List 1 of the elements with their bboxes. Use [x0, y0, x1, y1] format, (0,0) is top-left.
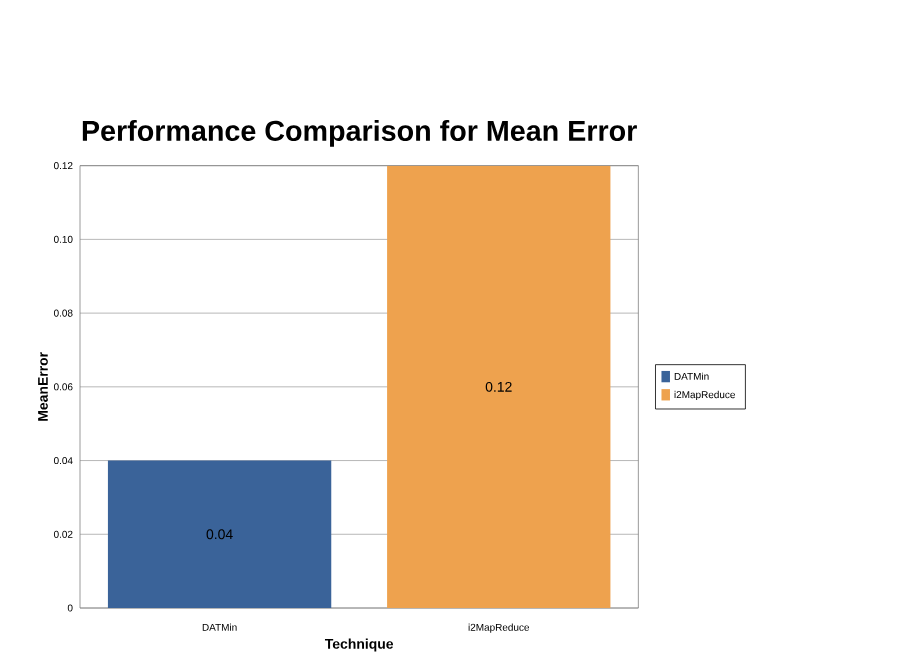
chart-title: Performance Comparison for Mean Error [82, 119, 637, 147]
